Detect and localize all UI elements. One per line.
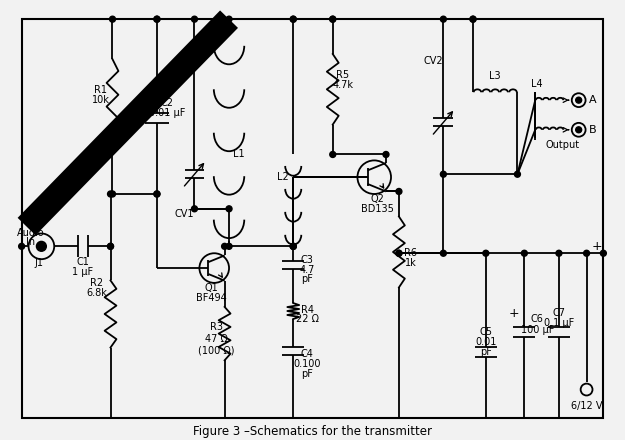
Text: +: + <box>591 240 602 253</box>
Circle shape <box>226 243 232 249</box>
Circle shape <box>191 16 198 22</box>
Circle shape <box>154 16 160 22</box>
Circle shape <box>109 16 116 22</box>
Circle shape <box>290 243 296 249</box>
Text: C2: C2 <box>161 98 173 108</box>
Text: CV2: CV2 <box>424 55 443 66</box>
Circle shape <box>107 191 114 197</box>
Text: L3: L3 <box>489 71 501 81</box>
Text: Output: Output <box>546 139 580 150</box>
Text: pF: pF <box>480 347 492 357</box>
Text: 1k: 1k <box>405 258 417 268</box>
Circle shape <box>330 16 336 22</box>
Circle shape <box>576 127 582 133</box>
Circle shape <box>396 188 402 194</box>
Text: L2: L2 <box>276 172 288 182</box>
Circle shape <box>441 250 446 256</box>
Text: Q1: Q1 <box>204 283 218 293</box>
Circle shape <box>226 16 232 22</box>
Text: 1 μF: 1 μF <box>72 267 93 277</box>
Circle shape <box>107 243 114 249</box>
Circle shape <box>396 250 402 256</box>
Text: C1: C1 <box>76 257 89 267</box>
Circle shape <box>36 242 46 251</box>
Circle shape <box>576 97 582 103</box>
Text: R1: R1 <box>94 85 107 95</box>
Text: +: + <box>508 307 519 320</box>
Circle shape <box>483 250 489 256</box>
Text: C5: C5 <box>479 327 492 337</box>
Circle shape <box>330 16 336 22</box>
Text: C6: C6 <box>531 315 544 324</box>
Text: Figure 3 –Schematics for the transmitter: Figure 3 –Schematics for the transmitter <box>192 425 431 437</box>
Circle shape <box>154 16 160 22</box>
Text: C4: C4 <box>301 349 314 359</box>
Text: R2: R2 <box>90 278 103 288</box>
Text: 0.100: 0.100 <box>293 359 321 369</box>
Circle shape <box>226 206 232 212</box>
Circle shape <box>396 250 402 256</box>
Text: R5: R5 <box>336 70 349 81</box>
Circle shape <box>330 151 336 158</box>
Text: 6/12 V: 6/12 V <box>571 401 602 411</box>
Text: A: A <box>589 95 596 105</box>
Text: CV1: CV1 <box>175 209 194 219</box>
Circle shape <box>514 171 521 177</box>
Circle shape <box>521 250 528 256</box>
Text: BF494: BF494 <box>196 293 227 303</box>
Circle shape <box>290 243 296 249</box>
Circle shape <box>441 16 446 22</box>
Circle shape <box>441 171 446 177</box>
Text: BD135: BD135 <box>361 204 394 214</box>
Text: R6: R6 <box>404 248 418 258</box>
Text: L1: L1 <box>233 150 245 159</box>
Text: L4: L4 <box>531 79 543 89</box>
Text: 0.01 μF: 0.01 μF <box>149 108 185 118</box>
Text: B: B <box>589 125 596 135</box>
Text: 0.1 μF: 0.1 μF <box>544 319 574 328</box>
Text: 6.8k: 6.8k <box>86 288 107 298</box>
Text: (100 Ω): (100 Ω) <box>198 345 234 355</box>
Circle shape <box>470 16 476 22</box>
Circle shape <box>154 191 160 197</box>
Text: 0.01: 0.01 <box>475 337 496 347</box>
Text: In: In <box>26 237 35 247</box>
Circle shape <box>290 16 296 22</box>
Circle shape <box>19 243 24 249</box>
Circle shape <box>109 191 116 197</box>
Circle shape <box>154 191 160 197</box>
Text: R4: R4 <box>301 304 314 315</box>
Text: 22 Ω: 22 Ω <box>296 315 319 324</box>
Text: 10k: 10k <box>92 95 109 105</box>
Circle shape <box>556 250 562 256</box>
Text: pF: pF <box>301 274 313 284</box>
Text: C3: C3 <box>301 255 314 265</box>
Circle shape <box>383 151 389 158</box>
Text: 100 μF: 100 μF <box>521 325 554 335</box>
Text: C7: C7 <box>552 308 566 319</box>
Circle shape <box>601 250 606 256</box>
Text: Audio: Audio <box>17 227 44 238</box>
Circle shape <box>584 250 589 256</box>
Circle shape <box>470 16 476 22</box>
Circle shape <box>222 243 228 249</box>
Text: R3: R3 <box>210 323 222 332</box>
Text: Q2: Q2 <box>370 194 384 204</box>
Circle shape <box>191 206 198 212</box>
Circle shape <box>290 243 296 249</box>
Circle shape <box>290 16 296 22</box>
Text: 47 Ω: 47 Ω <box>205 334 228 344</box>
Text: 4.7: 4.7 <box>299 265 315 275</box>
Text: pF: pF <box>301 369 313 379</box>
Circle shape <box>107 243 114 249</box>
Text: 4.7k: 4.7k <box>332 81 353 90</box>
Text: J1: J1 <box>35 258 44 268</box>
